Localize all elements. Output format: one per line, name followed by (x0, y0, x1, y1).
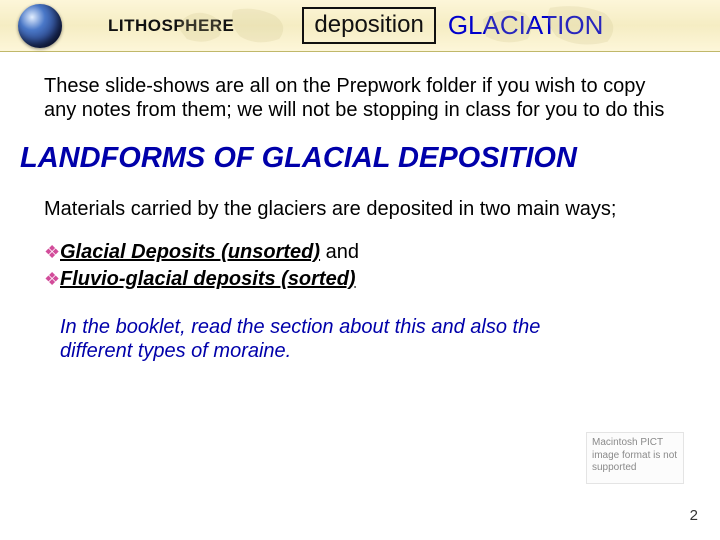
list-item: ❖Glacial Deposits (unsorted) and (44, 239, 680, 266)
world-map-decor-2 (470, 0, 630, 52)
booklet-note: In the booklet, read the section about t… (60, 315, 600, 363)
bullet-2-text: Fluvio-glacial deposits (sorted) (60, 268, 356, 290)
intro-text: These slide-shows are all on the Prepwor… (44, 74, 680, 122)
world-map-decor-1 (170, 0, 310, 52)
bullet-1-extra: and (320, 241, 359, 263)
deposition-box: deposition (302, 7, 435, 44)
list-item: ❖Fluvio-glacial deposits (sorted) (44, 266, 680, 293)
diamond-bullet-icon: ❖ (44, 240, 58, 264)
diamond-bullet-icon: ❖ (44, 267, 58, 291)
header-band: LITHOSPHERE deposition GLACIATION (0, 0, 720, 52)
body-text: Materials carried by the glaciers are de… (44, 197, 680, 221)
bullet-1-text: Glacial Deposits (unsorted) (60, 241, 320, 263)
pict-placeholder: Macintosh PICT image format is not suppo… (586, 432, 684, 484)
main-heading: LANDFORMS OF GLACIAL DEPOSITION (20, 142, 720, 175)
bullet-list: ❖Glacial Deposits (unsorted) and ❖Fluvio… (44, 239, 680, 293)
globe-icon (18, 4, 62, 48)
page-number: 2 (690, 507, 698, 524)
